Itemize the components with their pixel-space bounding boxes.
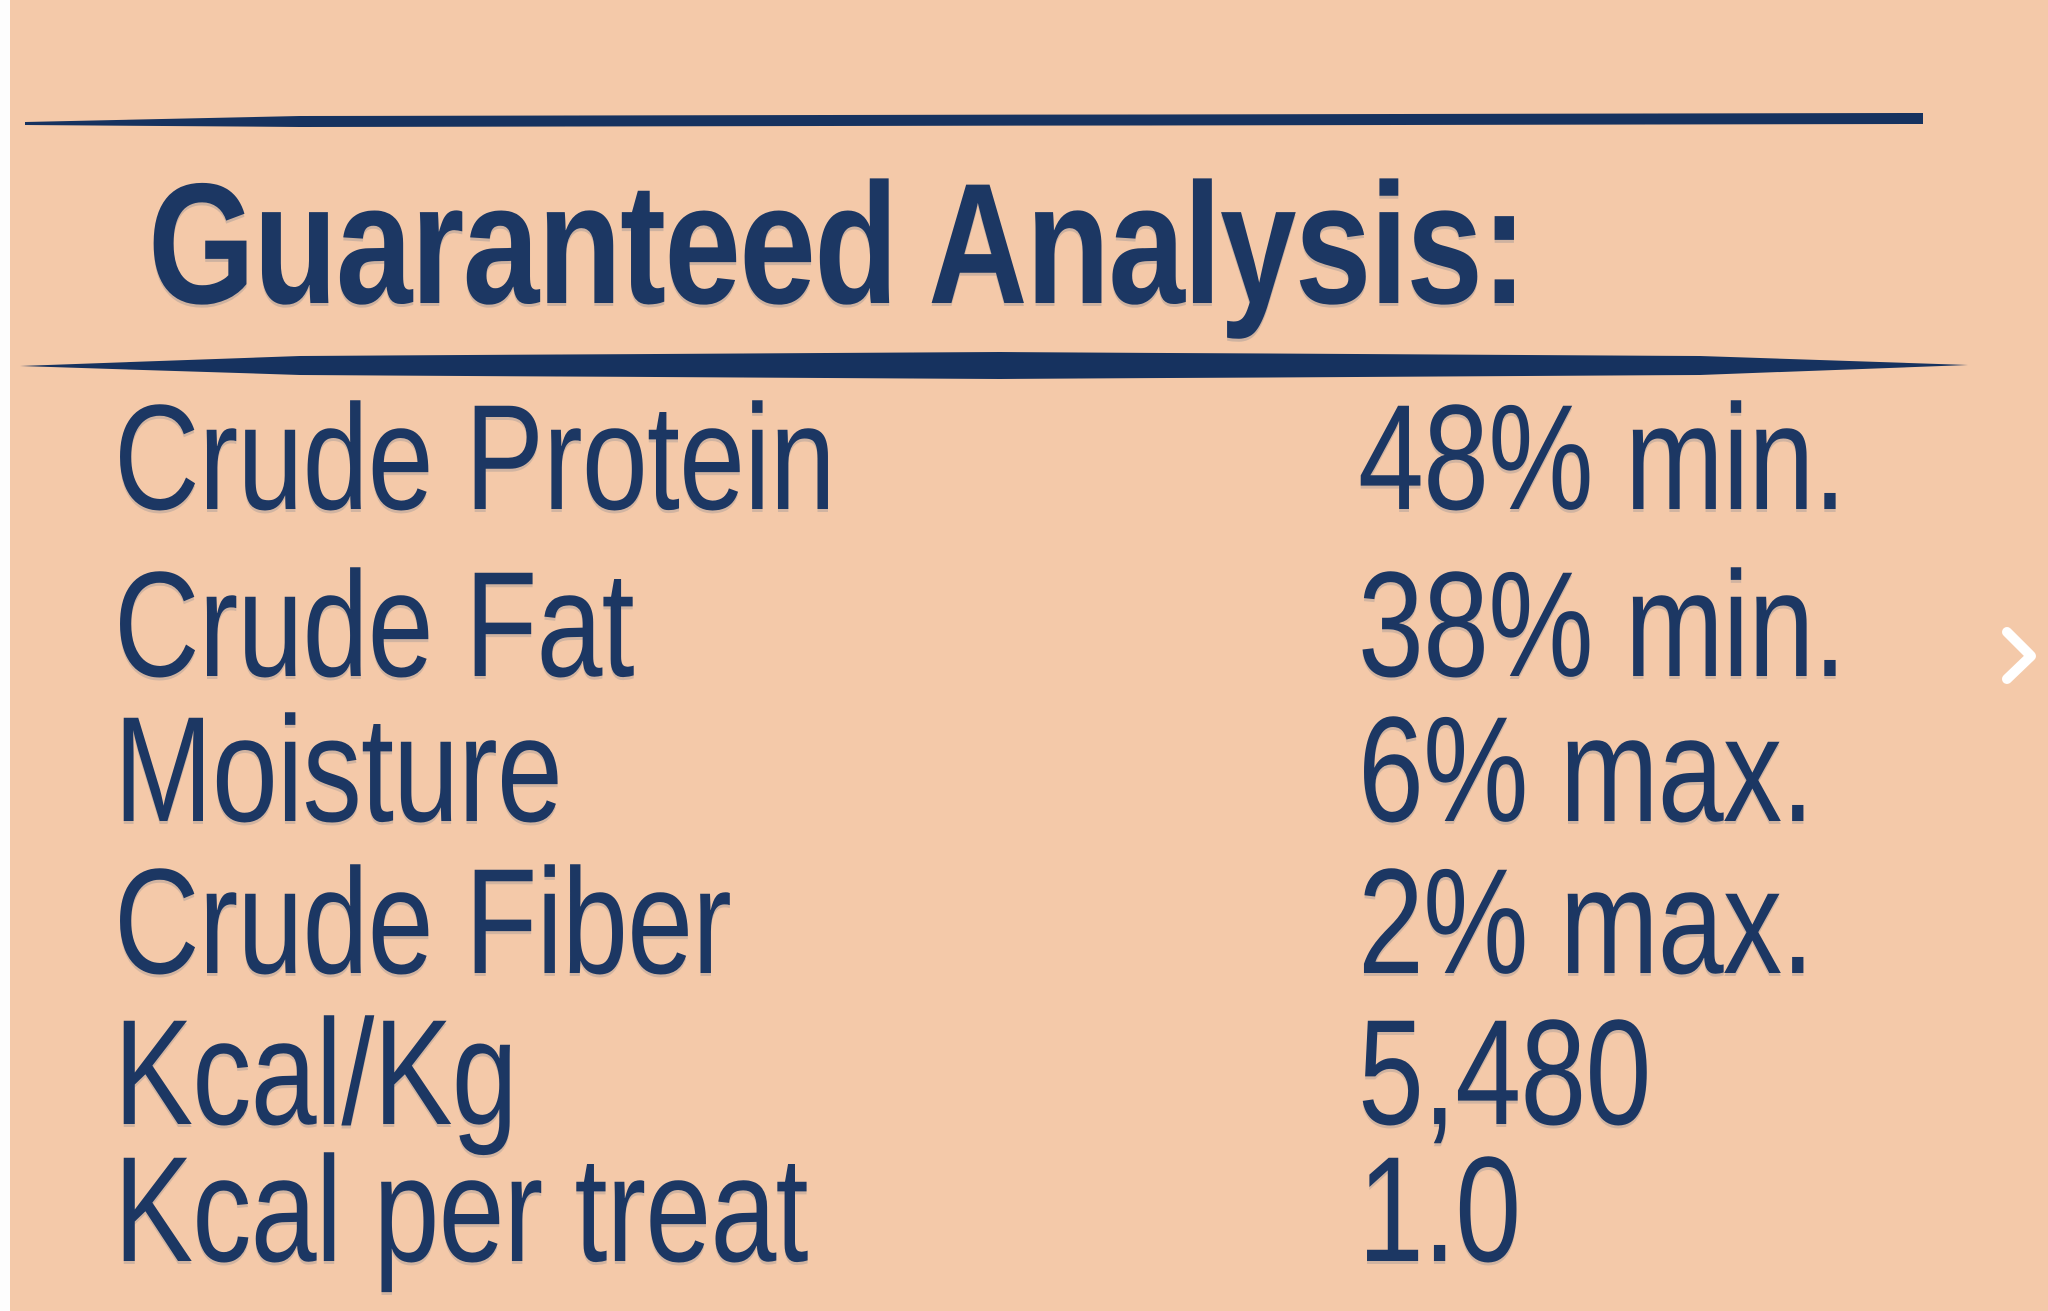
- analysis-label: Kcal per treat: [114, 1125, 808, 1293]
- analysis-value: 1.0: [1358, 1125, 1521, 1293]
- analysis-value: 38% min.: [1358, 540, 1846, 708]
- analysis-label: Crude Fiber: [114, 837, 732, 1005]
- analysis-label: Kcal/Kg: [114, 988, 518, 1156]
- chevron-right-icon: [2002, 627, 2036, 684]
- analysis-row: Kcal per treat 1.0: [0, 1134, 2048, 1294]
- panel-title: Guaranteed Analysis:: [148, 148, 1527, 340]
- title-top-rule: [25, 113, 1923, 127]
- analysis-row: Crude Fat 38% min.: [0, 549, 2048, 709]
- title-bottom-rule: [20, 352, 1968, 379]
- left-edge-strip: [0, 0, 10, 1311]
- analysis-value: 48% min.: [1358, 373, 1846, 541]
- carousel-next-button[interactable]: [2002, 627, 2036, 684]
- analysis-value: 6% max.: [1358, 685, 1814, 853]
- analysis-label: Crude Fat: [114, 540, 635, 708]
- analysis-row: Moisture 6% max.: [0, 694, 2048, 854]
- analysis-label: Moisture: [114, 685, 563, 853]
- analysis-row: Kcal/Kg 5,480: [0, 997, 2048, 1157]
- analysis-row: Crude Fiber 2% max.: [0, 846, 2048, 1006]
- analysis-label: Crude Protein: [114, 373, 836, 541]
- analysis-row: Crude Protein 48% min.: [0, 382, 2048, 542]
- analysis-value: 5,480: [1358, 988, 1651, 1156]
- analysis-value: 2% max.: [1358, 837, 1814, 1005]
